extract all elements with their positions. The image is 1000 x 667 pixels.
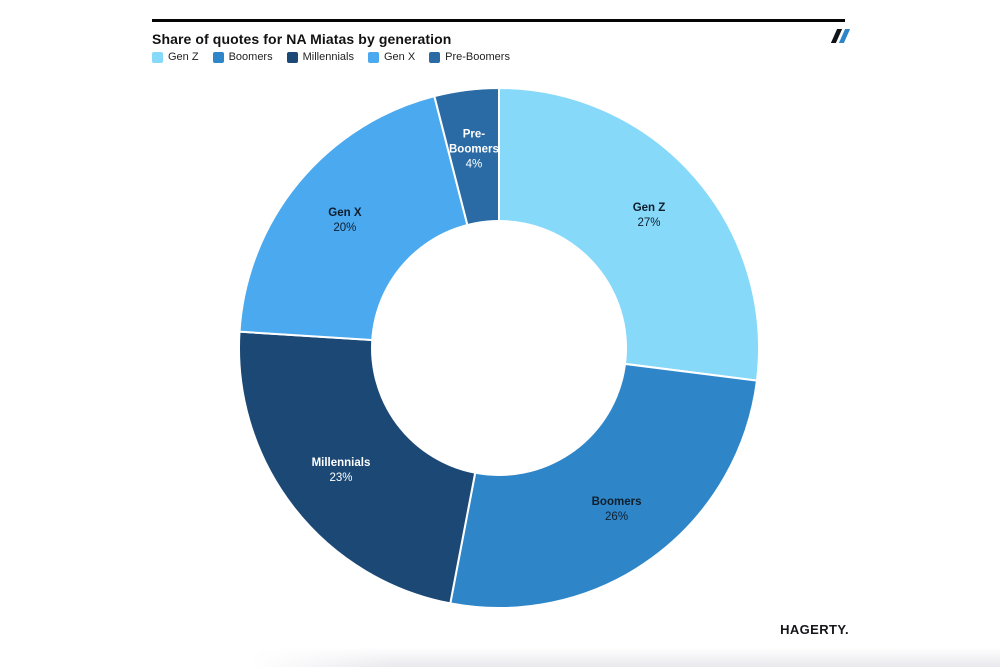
legend-label: Gen X: [383, 51, 416, 63]
page-fold-shadow: [250, 647, 1000, 667]
legend-item-gen-z: Gen Z: [152, 52, 199, 63]
legend-swatch-boomers: [212, 52, 224, 63]
legend-label: Pre-Boomers: [445, 51, 510, 63]
legend-item-millennials: Millennials: [286, 51, 354, 63]
legend-swatch-millennials: [286, 52, 298, 63]
legend-item-gen-x: Gen X: [367, 51, 416, 63]
legend-swatch-gen-x: [367, 52, 379, 63]
legend-label: Millennials: [302, 51, 354, 63]
legend: Gen Z Boomers Millennials Gen X Pre-Boomers: [152, 52, 524, 63]
legend-label: Boomers: [228, 51, 273, 63]
header-rule: [152, 19, 845, 22]
legend-item-boomers: Boomers: [212, 51, 273, 63]
donut-chart: [238, 87, 760, 609]
donut-hole: [371, 220, 627, 476]
legend-swatch-pre-boomers: [429, 52, 441, 63]
legend-label: Gen Z: [168, 51, 199, 63]
chart-title: Share of quotes for NA Miatas by generat…: [152, 31, 452, 47]
legend-item-pre-boomers: Pre-Boomers: [429, 52, 510, 63]
legend-swatch-gen-z: [152, 52, 163, 63]
hagerty-logo: HAGERTY.: [780, 622, 849, 637]
